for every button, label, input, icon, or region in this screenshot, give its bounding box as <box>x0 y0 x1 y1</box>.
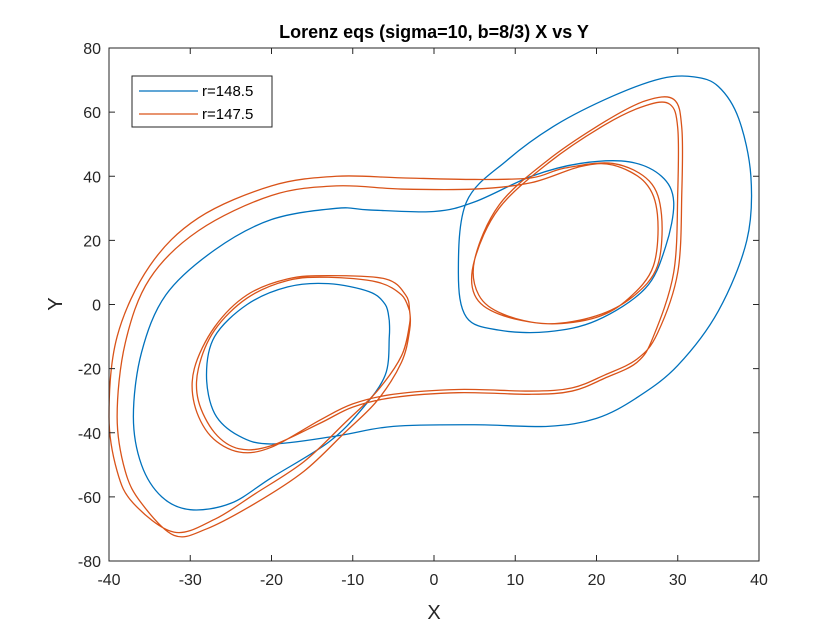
y-tick-label-20: 20 <box>83 233 101 250</box>
legend-label-r147-5: r=147.5 <box>202 106 253 123</box>
chart-title: Lorenz eqs (sigma=10, b=8/3) X vs Y <box>279 22 589 42</box>
x-axis-label: X <box>427 602 440 624</box>
series-layer <box>108 75 753 538</box>
y-axis-ticks: -80 -60 -40 -20 0 20 40 60 80 <box>78 41 759 571</box>
y-tick-label--20: -20 <box>78 362 101 379</box>
y-axis-label: Y <box>45 297 67 310</box>
y-tick-label-80: 80 <box>83 41 101 58</box>
y-tick-label-0: 0 <box>92 298 101 315</box>
legend-box <box>131 75 273 128</box>
y-tick-label--80: -80 <box>78 554 101 571</box>
x-tick-label--20: -20 <box>260 572 283 589</box>
x-tick-label--10: -10 <box>341 572 364 589</box>
y-tick-label--60: -60 <box>78 490 101 507</box>
legend-label-r148-5: r=148.5 <box>202 83 253 100</box>
x-tick-label-30: 30 <box>669 572 687 589</box>
x-tick-label--30: -30 <box>179 572 202 589</box>
x-tick-label-40: 40 <box>750 572 768 589</box>
x-tick-label--40: -40 <box>97 572 120 589</box>
x-tick-label-10: 10 <box>506 572 524 589</box>
y-tick-label--40: -40 <box>78 426 101 443</box>
plot-area <box>109 48 759 561</box>
x-tick-label-20: 20 <box>588 572 606 589</box>
y-tick-label-40: 40 <box>83 169 101 186</box>
legend: r=148.5 r=147.5 <box>131 75 273 128</box>
series-line-r-147-5 <box>108 96 684 538</box>
x-axis-ticks: -40 -30 -20 -10 0 10 20 30 40 <box>97 48 768 589</box>
series-line-r-148-5 <box>132 75 753 511</box>
x-tick-label-0: 0 <box>430 572 439 589</box>
y-tick-label-60: 60 <box>83 105 101 122</box>
